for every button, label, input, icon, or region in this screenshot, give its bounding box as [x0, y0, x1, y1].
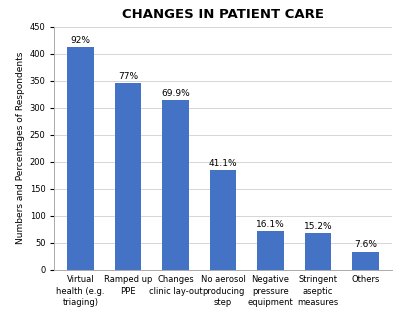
Bar: [305, 233, 331, 270]
Bar: [162, 100, 188, 270]
Bar: [115, 83, 141, 270]
Text: 15.2%: 15.2%: [304, 222, 332, 231]
Text: 77%: 77%: [118, 72, 138, 81]
Y-axis label: Numbers and Percentages of Respondents: Numbers and Percentages of Respondents: [16, 52, 25, 244]
Title: CHANGES IN PATIENT CARE: CHANGES IN PATIENT CARE: [122, 8, 324, 21]
Text: 92%: 92%: [70, 36, 90, 44]
Text: 16.1%: 16.1%: [256, 220, 285, 229]
Bar: [210, 170, 236, 270]
Bar: [352, 252, 379, 270]
Text: 41.1%: 41.1%: [209, 159, 237, 168]
Text: 7.6%: 7.6%: [354, 240, 377, 249]
Text: 69.9%: 69.9%: [161, 89, 190, 98]
Bar: [68, 47, 94, 270]
Bar: [258, 231, 284, 270]
